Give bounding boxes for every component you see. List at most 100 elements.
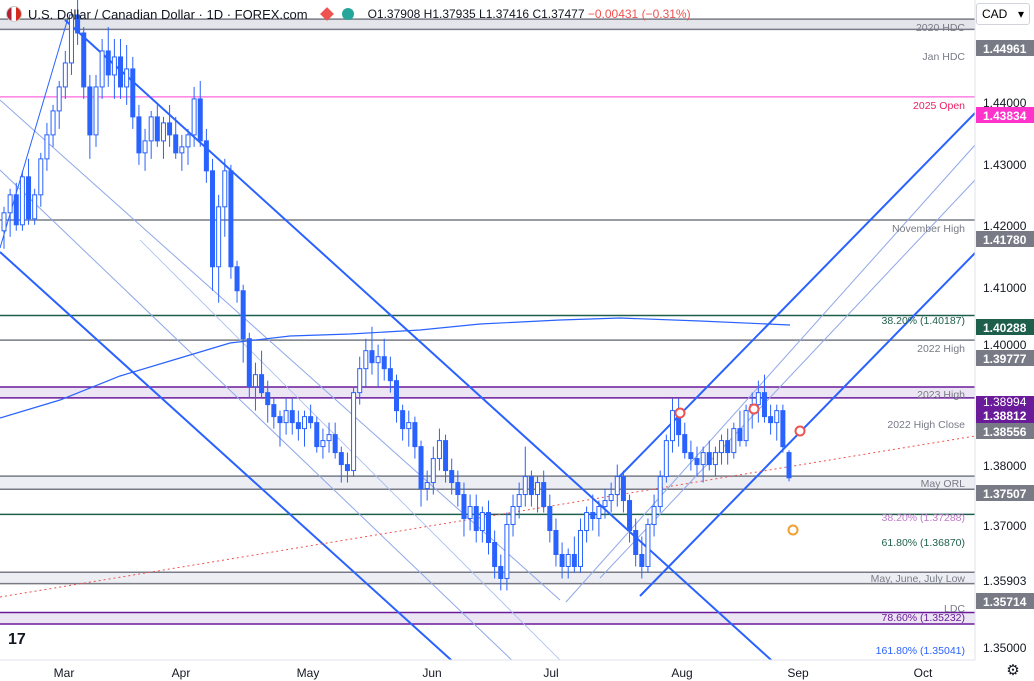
candle-body bbox=[633, 530, 639, 555]
candle-body bbox=[516, 494, 522, 508]
candle-body bbox=[412, 422, 418, 448]
candle bbox=[719, 434, 725, 465]
zone-band bbox=[0, 572, 975, 584]
time-tick-label: May bbox=[297, 666, 320, 680]
price-tag-label: 1.35714 bbox=[983, 595, 1027, 609]
signal-marker bbox=[674, 407, 686, 419]
candle bbox=[731, 422, 737, 459]
level-label: 2025 Open bbox=[913, 100, 965, 112]
candle bbox=[332, 422, 338, 459]
candle-body bbox=[669, 410, 675, 442]
candle bbox=[302, 410, 308, 447]
candle bbox=[663, 434, 669, 483]
candle-body bbox=[185, 134, 191, 148]
candle bbox=[565, 548, 571, 579]
time-tick-label: Mar bbox=[54, 666, 75, 680]
candle bbox=[608, 482, 614, 513]
candle-body bbox=[535, 482, 541, 496]
candle-body bbox=[351, 392, 357, 472]
chart-header: U.S. Dollar / Canadian Dollar · 1D · FOR… bbox=[0, 0, 691, 28]
candle bbox=[111, 38, 117, 99]
candle-body bbox=[142, 140, 148, 154]
candle bbox=[357, 356, 363, 405]
price-tick-label: 1.44000 bbox=[983, 96, 1027, 110]
candle-body bbox=[443, 440, 449, 472]
symbol-title[interactable]: U.S. Dollar / Canadian Dollar · 1D · FOR… bbox=[28, 6, 308, 22]
level-label: 2023 High bbox=[917, 389, 965, 401]
candle-body bbox=[504, 524, 510, 579]
candle-body bbox=[522, 476, 528, 496]
candle-body bbox=[130, 68, 136, 118]
candle-body bbox=[590, 512, 596, 520]
signal-marker bbox=[748, 403, 760, 415]
candle bbox=[590, 494, 596, 531]
price-tag bbox=[976, 407, 1034, 423]
open-value: O1.37908 bbox=[367, 7, 421, 21]
candle bbox=[467, 494, 473, 531]
descending-channel-mid bbox=[0, 99, 561, 601]
candle-body bbox=[7, 194, 13, 214]
candle bbox=[259, 350, 265, 399]
candle bbox=[553, 518, 559, 567]
candle bbox=[614, 464, 620, 507]
candle-body bbox=[32, 194, 38, 220]
candle bbox=[455, 470, 461, 507]
candle-body bbox=[577, 530, 583, 567]
tradingview-logo-icon: 17 bbox=[8, 631, 26, 648]
candle bbox=[535, 476, 541, 513]
candle bbox=[13, 182, 19, 231]
candle-body bbox=[608, 494, 614, 502]
candle-body bbox=[216, 206, 222, 268]
candle-body bbox=[222, 170, 228, 208]
gear-icon[interactable]: ⚙ bbox=[1006, 662, 1020, 679]
candle bbox=[197, 80, 203, 147]
level-label: 2020 HDC bbox=[916, 22, 965, 34]
candle bbox=[148, 110, 154, 159]
candle bbox=[504, 512, 510, 591]
candle-body bbox=[197, 98, 203, 142]
candle bbox=[541, 470, 547, 513]
currency-select[interactable]: CAD ▾ bbox=[976, 3, 1030, 25]
flag-icon bbox=[6, 6, 22, 22]
ohlc-readout: O1.37908 H1.37935 L1.37416 C1.37477 −0.0… bbox=[368, 7, 691, 21]
candle bbox=[639, 536, 645, 579]
candle-body bbox=[252, 374, 258, 388]
candle-body bbox=[167, 122, 173, 136]
candle-body bbox=[357, 368, 363, 394]
candle bbox=[363, 338, 369, 387]
candle bbox=[160, 116, 166, 159]
candle bbox=[210, 158, 216, 291]
candle bbox=[191, 86, 197, 147]
price-tag bbox=[976, 319, 1034, 335]
candle bbox=[577, 518, 583, 573]
price-tag-label: 1.38812 bbox=[983, 409, 1027, 423]
price-tag bbox=[976, 231, 1034, 247]
candle-body bbox=[620, 476, 626, 502]
candle bbox=[326, 422, 332, 453]
candle-body bbox=[688, 452, 694, 460]
candle-body bbox=[154, 116, 160, 142]
level-label: 38.20% (1.37288) bbox=[882, 512, 965, 524]
price-tag-label: 1.40288 bbox=[983, 321, 1027, 335]
candle-body bbox=[1, 212, 7, 232]
candle bbox=[44, 122, 50, 171]
candle bbox=[657, 470, 663, 513]
candle bbox=[130, 56, 136, 129]
sell-icon[interactable] bbox=[319, 7, 334, 21]
level-label: 2022 High bbox=[917, 343, 965, 355]
candle-body bbox=[639, 553, 645, 567]
candle-body bbox=[283, 410, 289, 424]
level-label: 161.80% (1.35041) bbox=[876, 645, 965, 657]
candle-body bbox=[363, 350, 369, 370]
time-tick-label: Jul bbox=[543, 666, 558, 680]
candle-body bbox=[99, 50, 105, 88]
candle-body bbox=[289, 410, 295, 424]
candle bbox=[571, 536, 577, 573]
price-tag bbox=[976, 423, 1034, 439]
candle-body bbox=[308, 416, 314, 424]
price-tick-label: 1.37000 bbox=[983, 519, 1027, 533]
price-tick-label: 1.38000 bbox=[983, 459, 1027, 473]
candle bbox=[436, 428, 442, 471]
candle-body bbox=[44, 134, 50, 160]
